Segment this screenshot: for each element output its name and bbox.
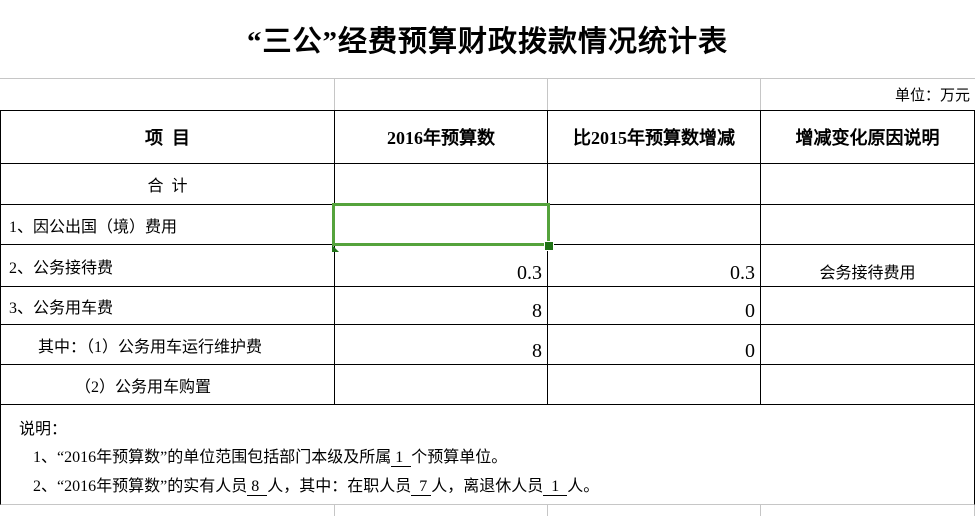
cell-item-vehicle[interactable]: 3、公务用车费: [1, 287, 335, 325]
note-text-segment: 人。: [567, 478, 600, 495]
header-cell-reason[interactable]: 增减变化原因说明: [761, 111, 974, 164]
empty-cell[interactable]: [0, 505, 335, 516]
cell-reason-total[interactable]: [761, 164, 974, 205]
note-underlined-value: 1: [543, 478, 568, 496]
cell-2016-vehicle-purchase[interactable]: [335, 365, 548, 404]
unit-row: 单位：万元: [0, 78, 975, 110]
cell-item-reception[interactable]: 2、公务接待费: [1, 245, 335, 287]
empty-cell[interactable]: [761, 505, 975, 516]
empty-cell[interactable]: [0, 79, 335, 110]
cell-change-vehicle[interactable]: 0: [548, 287, 761, 325]
header-cell-change-vs-2015[interactable]: 比2015年预算数增减: [548, 111, 761, 164]
title-area: “三公”经费预算财政拨款情况统计表: [0, 0, 975, 78]
cell-2016-vehicle[interactable]: 8: [335, 287, 548, 325]
header-cell-item[interactable]: 项 目: [1, 111, 335, 164]
notes-heading: 说明：: [19, 421, 68, 438]
cell-change-vehicle-maintenance[interactable]: 0: [548, 325, 761, 365]
unit-label: 单位：万元: [894, 88, 970, 104]
cell-reason-vehicle[interactable]: [761, 287, 974, 325]
fill-handle[interactable]: [544, 241, 554, 251]
note-line-1: 1、“2016年预算数”的单位范围包括部门本级及所属 1 个预算单位。: [19, 443, 974, 472]
cell-reason-abroad[interactable]: [761, 205, 974, 245]
cell-2016-reception[interactable]: 0.3: [335, 245, 548, 287]
header-cell-2016-budget[interactable]: 2016年预算数: [335, 111, 548, 164]
note-underlined-value: 7: [411, 478, 432, 496]
cell-item-vehicle-maintenance[interactable]: 其中：（1）公务用车运行维护费: [1, 325, 335, 365]
empty-cell[interactable]: [548, 505, 761, 516]
cell-item-vehicle-purchase[interactable]: （2）公务用车购置: [1, 365, 335, 404]
note-text-segment: 人，其中：在职人员: [267, 478, 412, 495]
cell-item-abroad[interactable]: 1、因公出国（境）费用: [1, 205, 335, 245]
note-underlined-value: 8: [247, 478, 268, 496]
cell-reason-vehicle-purchase[interactable]: [761, 365, 974, 404]
note-line-2: 2、“2016年预算数”的实有人员 8 人，其中：在职人员 7 人，离退休人员 …: [19, 472, 974, 501]
cell-item-total[interactable]: 合 计: [1, 164, 335, 205]
page-title: “三公”经费预算财政拨款情况统计表: [246, 26, 728, 58]
note-text-segment: 2、“2016年预算数”的实有人员: [33, 478, 248, 495]
cell-2016-total[interactable]: [335, 164, 548, 205]
selection-ring: [332, 203, 550, 246]
note-underlined-value: 1: [391, 449, 412, 467]
cell-reason-reception[interactable]: 会务接待费用: [761, 245, 974, 287]
note-text-segment: 个预算单位。: [411, 449, 508, 466]
selection-corner-mark: [332, 245, 339, 252]
notes-section: 说明： 1、“2016年预算数”的单位范围包括部门本级及所属 1 个预算单位。 …: [0, 405, 975, 505]
note-text-segment: 1、“2016年预算数”的单位范围包括部门本级及所属: [33, 449, 392, 466]
empty-cell[interactable]: [335, 79, 548, 110]
cell-change-reception[interactable]: 0.3: [548, 245, 761, 287]
cell-change-vehicle-purchase[interactable]: [548, 365, 761, 404]
cell-reason-vehicle-maintenance[interactable]: [761, 325, 974, 365]
cell-change-abroad[interactable]: [548, 205, 761, 245]
cell-2016-vehicle-maintenance[interactable]: 8: [335, 325, 548, 365]
budget-table: 项 目 2016年预算数 比2015年预算数增减 增减变化原因说明 合 计 1、…: [0, 110, 975, 405]
empty-cell[interactable]: [335, 505, 548, 516]
note-text-segment: 人，离退休人员: [431, 478, 544, 495]
empty-cell[interactable]: [548, 79, 761, 110]
cell-2016-abroad-selected[interactable]: [332, 203, 554, 252]
next-empty-row: [0, 505, 975, 516]
cell-change-total[interactable]: [548, 164, 761, 205]
